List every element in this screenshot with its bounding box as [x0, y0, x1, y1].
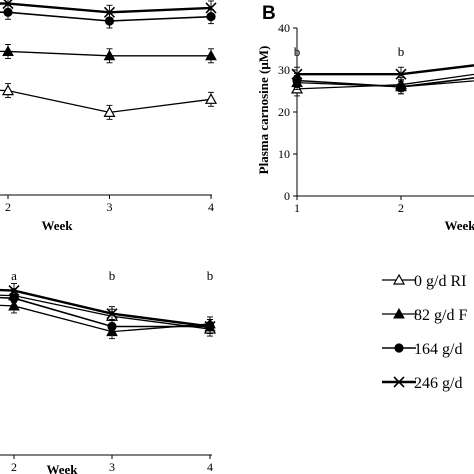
significance-label: b [207, 268, 214, 283]
x-tick-label: 2 [11, 460, 17, 474]
data-point [107, 321, 117, 332]
y-tick-label: 0 [284, 189, 290, 203]
data-point [9, 293, 19, 303]
data-point [8, 284, 20, 297]
series-4 [291, 64, 474, 82]
y-tick-label: 20 [278, 105, 290, 119]
x-tick-label: 4 [208, 200, 214, 214]
y-tick-label: 40 [278, 21, 290, 35]
significance-label: b [294, 44, 301, 59]
significance-label: b [398, 44, 405, 59]
legend-entry: 164 g/d [382, 341, 462, 358]
data-point [396, 82, 406, 92]
series-line [0, 89, 212, 114]
x-tick-label: 3 [107, 200, 113, 214]
series-line [297, 64, 474, 76]
legend-marker [393, 376, 405, 388]
legend-marker [394, 343, 404, 353]
series-line [0, 288, 211, 328]
panel-c-chart: 2 3 4 Week a b b [0, 268, 217, 474]
data-point [291, 68, 303, 80]
plot-area [0, 0, 218, 120]
legend-entry: 246 g/d [382, 375, 462, 392]
data-point [106, 308, 118, 320]
x-tick-label: 3 [109, 460, 115, 474]
data-point [103, 106, 116, 117]
series-line [0, 2, 212, 14]
legend-entry: 82 g/d F [382, 307, 467, 324]
legend: 0 g/d RI 82 g/d F 164 g/d 246 g/d [382, 273, 467, 392]
series-line [0, 296, 210, 328]
legend-marker [392, 273, 406, 285]
data-point [2, 0, 14, 10]
x-axis-title: Week [46, 462, 78, 474]
legend-label: 82 g/d F [414, 307, 467, 324]
plot-area [290, 64, 474, 97]
plot-area [0, 283, 217, 340]
series-3 [292, 73, 474, 95]
y-tick-label: 30 [278, 63, 290, 77]
series-line [0, 294, 211, 330]
data-point [104, 16, 115, 26]
data-point [395, 68, 407, 80]
legend-marker [393, 307, 405, 319]
series-line [0, 304, 211, 333]
data-point [204, 93, 218, 104]
series-4 [0, 0, 217, 20]
series-2 [0, 44, 217, 64]
data-point [206, 12, 216, 22]
data-point [103, 6, 116, 18]
y-axis-title: Plasma carnosine (μM) [256, 46, 271, 175]
x-axis-title: Week [41, 218, 73, 233]
data-point [205, 49, 217, 61]
x-axis-title: Week [444, 218, 474, 233]
significance-label: b [109, 268, 116, 283]
panel-a-chart: 2 3 4 Week [0, 0, 218, 233]
x-tick-label: 2 [5, 200, 11, 214]
legend-label: 0 g/d RI [414, 273, 466, 290]
series-line [0, 11, 212, 22]
y-tick-label: 10 [278, 147, 290, 161]
legend-label: 164 g/d [414, 341, 462, 358]
series-1 [0, 83, 218, 120]
x-tick-label: 4 [207, 460, 213, 474]
series-4 [0, 283, 216, 334]
series-line [0, 50, 211, 57]
x-tick-label: 1 [294, 201, 300, 215]
data-point [205, 2, 217, 14]
data-point [204, 320, 216, 333]
data-point [2, 45, 14, 56]
data-point [1, 84, 15, 96]
legend-label: 246 g/d [414, 375, 462, 392]
data-point [3, 7, 13, 17]
legend-entry: 0 g/d RI [382, 273, 466, 290]
x-tick-label: 2 [398, 201, 404, 215]
data-point [103, 49, 116, 61]
panel-label: B [262, 3, 276, 24]
significance-label: a [11, 268, 17, 283]
